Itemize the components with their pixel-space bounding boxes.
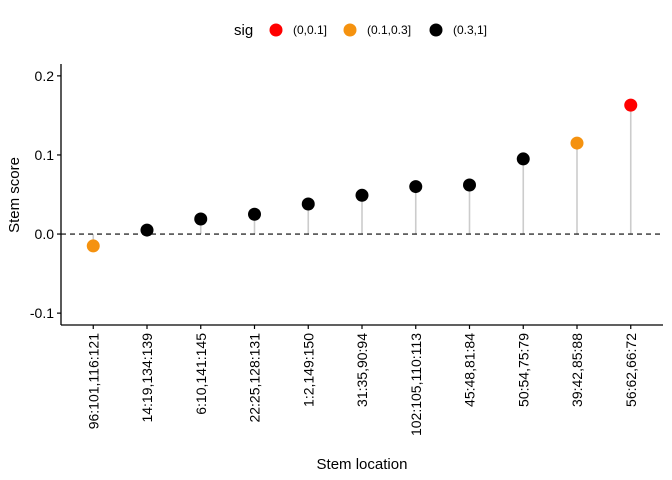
x-tick-label: 31:35,90:94 [354, 333, 370, 407]
lollipop-point [624, 98, 638, 112]
lollipop-point [570, 136, 584, 150]
lollipop-point [194, 212, 208, 226]
lollipop-point [248, 207, 261, 221]
lollipop-point [355, 188, 369, 202]
legend-title: sig [234, 22, 253, 39]
legend-label: (0.3,1] [453, 23, 487, 37]
x-tick-label: 96:101,116:121 [85, 333, 101, 429]
y-tick-label: 0.2 [35, 68, 55, 84]
x-axis-title: Stem location [317, 456, 408, 473]
lollipop-point [463, 178, 476, 192]
x-tick-label: 45:48,81:84 [462, 333, 478, 407]
legend: sig (0,0.1] (0.1,0.3] (0.3,1] [234, 22, 487, 39]
y-tick-label: 0.1 [35, 147, 55, 163]
x-ticks: 96:101,116:121 14:19,134:139 6:10,141:145 2… [85, 325, 639, 436]
stems [92, 105, 632, 246]
y-tick-label: -0.1 [30, 305, 54, 321]
legend-key [343, 23, 357, 37]
y-tick-label: 0.0 [35, 226, 55, 242]
lollipop-point [409, 180, 423, 194]
legend-label: (0,0.1] [293, 23, 327, 37]
x-tick-label: 39:42,85:88 [569, 333, 585, 407]
x-tick-label: 50:54,75:79 [515, 333, 531, 407]
x-tick-label: 102:105,110:113 [408, 333, 424, 436]
x-tick-label: 56:62,66:72 [623, 333, 639, 407]
x-tick-label: 14:19,134:139 [139, 333, 155, 423]
x-tick-label: 22:25,128:131 [247, 333, 263, 423]
legend-label: (0.1,0.3] [367, 23, 411, 37]
points [86, 98, 638, 253]
x-tick-label: 6:10,141:145 [193, 333, 209, 415]
lollipop-point [301, 197, 315, 211]
legend-key [429, 23, 443, 37]
x-tick-label: 1:2,149:150 [300, 333, 316, 407]
lollipop-point [516, 152, 530, 166]
lollipop-point [140, 223, 154, 237]
y-ticks: -0.1 0.0 0.1 0.2 [30, 68, 61, 321]
legend-key [269, 23, 283, 37]
y-axis-title: Stem score [6, 157, 23, 233]
lollipop-point [86, 239, 100, 253]
